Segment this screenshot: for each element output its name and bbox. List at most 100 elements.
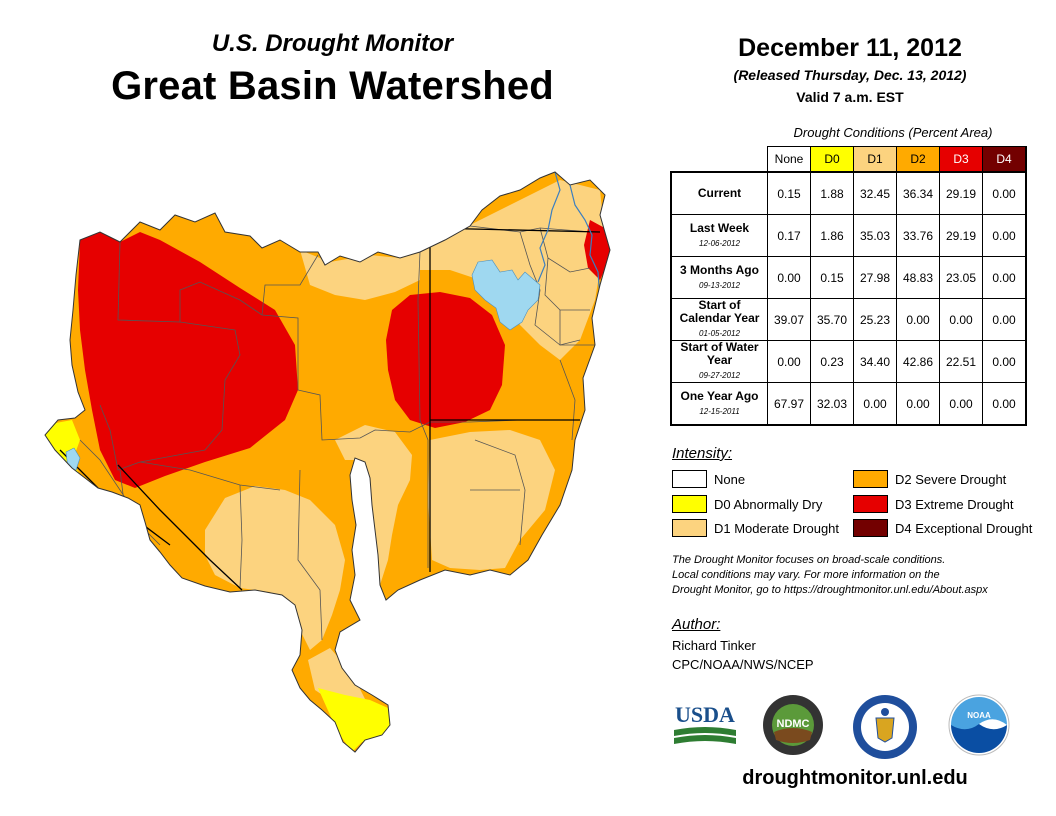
cell-d3: 29.19 [939, 214, 983, 257]
cell-d2: 0.00 [896, 382, 940, 426]
cell-d3: 0.00 [939, 382, 983, 426]
d1-central-region [205, 486, 345, 650]
legend-item-d0: D0 Abnormally Dry [672, 495, 822, 513]
col-header-d4: D4 [982, 146, 1027, 173]
svg-text:USDA: USDA [675, 702, 735, 727]
col-header-d2: D2 [896, 146, 940, 173]
cell-none: 0.00 [767, 256, 811, 299]
svg-text:NDMC: NDMC [777, 718, 810, 730]
cell-d0: 1.88 [810, 171, 854, 215]
legend-item-d3: D3 Extreme Drought [853, 495, 1014, 513]
about-link[interactable]: Drought Monitor, go to https://droughtmo… [672, 584, 988, 596]
ndmc-logo: NDMC [763, 695, 823, 755]
row-date: 09-27-2012 [699, 371, 740, 380]
legend-swatch [672, 470, 707, 488]
d1-east-region [428, 430, 555, 570]
table-header-row: None D0 D1 D2 D3 D4 [671, 146, 1027, 173]
cell-d0: 1.86 [810, 214, 854, 257]
d1-south-lobe-region [335, 425, 412, 585]
cell-none: 0.17 [767, 214, 811, 257]
table-row: Last Week 12-06-2012 0.17 1.86 35.03 33.76 29.… [670, 214, 1027, 257]
cell-d0: 0.15 [810, 256, 854, 299]
river [537, 172, 561, 283]
valid-time: Valid 7 a.m. EST [796, 89, 904, 105]
legend-item-d2: D2 Severe Drought [853, 470, 1006, 488]
cell-d2: 33.76 [896, 214, 940, 257]
cell-d4: 0.00 [982, 382, 1027, 426]
row-label: Last Week 12-06-2012 [670, 214, 768, 257]
cell-d3: 23.05 [939, 256, 983, 299]
table-row: 3 Months Ago 09-13-2012 0.00 0.15 27.98 48.83… [670, 256, 1027, 299]
cell-d2: 36.34 [896, 171, 940, 215]
author-name: Richard Tinker [672, 638, 756, 653]
legend-swatch [672, 495, 707, 513]
legend-item-none: None [672, 470, 745, 488]
cell-d1: 0.00 [853, 382, 897, 426]
great-salt-lake [471, 259, 541, 331]
author-label: Author: [672, 616, 721, 633]
table-caption: Drought Conditions (Percent Area) [793, 125, 993, 140]
row-label: One Year Ago 12-15-2011 [670, 382, 768, 426]
row-label: 3 Months Ago 09-13-2012 [670, 256, 768, 299]
website-url[interactable]: droughtmonitor.unl.edu [742, 767, 968, 789]
d3-northeast-region [584, 220, 610, 280]
d1-northeast-region [420, 180, 605, 360]
cell-d1: 27.98 [853, 256, 897, 299]
map-subtitle: U.S. Drought Monitor [211, 30, 454, 57]
cell-d0: 0.23 [810, 340, 854, 383]
cell-none: 0.15 [767, 171, 811, 215]
cell-d2: 48.83 [896, 256, 940, 299]
legend-swatch [853, 470, 888, 488]
row-label: Start of Water Year 09-27-2012 [670, 340, 768, 383]
row-date: 12-06-2012 [699, 238, 740, 248]
release-date: (Released Thursday, Dec. 13, 2012) [733, 67, 967, 83]
cell-d3: 22.51 [939, 340, 983, 383]
river-east [569, 184, 601, 301]
cell-d1: 32.45 [853, 171, 897, 215]
table-row: Start of Calendar Year 01-05-2012 39.07 35.… [670, 298, 1027, 341]
drought-map [44, 171, 611, 753]
cell-none: 0.00 [767, 340, 811, 383]
cell-d2: 0.00 [896, 298, 940, 341]
row-date: 01-05-2012 [699, 329, 740, 338]
legend-item-d1: D1 Moderate Drought [672, 519, 839, 537]
drought-conditions-table: None D0 D1 D2 D3 D4 Current 0.15 1.88 32.45… [670, 146, 1027, 426]
svg-text:NOAA: NOAA [967, 711, 991, 720]
cell-d0: 32.03 [810, 382, 854, 426]
cell-d4: 0.00 [982, 171, 1027, 215]
col-header-d3: D3 [939, 146, 983, 173]
noaa-logo: NOAA [948, 694, 1010, 756]
table-corner [671, 147, 768, 173]
cell-d2: 42.86 [896, 340, 940, 383]
cell-d1: 34.40 [853, 340, 897, 383]
legend-item-d4: D4 Exceptional Drought [853, 519, 1032, 537]
legend-swatch [853, 495, 888, 513]
basin-outline [44, 171, 611, 753]
d0-south-region [318, 688, 390, 752]
map-title: Great Basin Watershed [111, 64, 554, 108]
col-header-none: None [767, 146, 811, 173]
map-date: December 11, 2012 [738, 34, 962, 62]
cell-d4: 0.00 [982, 298, 1027, 341]
cell-d1: 35.03 [853, 214, 897, 257]
cell-none: 67.97 [767, 382, 811, 426]
col-header-d0: D0 [810, 146, 854, 173]
usda-logo: USDA [674, 702, 736, 744]
doc-seal-logo [853, 695, 917, 759]
cell-none: 39.07 [767, 298, 811, 341]
cell-d4: 0.00 [982, 340, 1027, 383]
cell-d1: 25.23 [853, 298, 897, 341]
row-label: Current [670, 171, 768, 215]
info-note: The Drought Monitor focuses on broad-sca… [672, 553, 1042, 598]
intensity-label: Intensity: [672, 445, 733, 462]
cell-d4: 0.00 [982, 256, 1027, 299]
table-row: Start of Water Year 09-27-2012 0.00 0.23 34.… [670, 340, 1027, 383]
legend-swatch [853, 519, 888, 537]
d3-west-region [78, 232, 298, 488]
cell-d3: 29.19 [939, 171, 983, 215]
table-row: Current 0.15 1.88 32.45 36.34 29.19 0.00 [670, 171, 1027, 215]
author-org: CPC/NOAA/NWS/NCEP [672, 657, 814, 672]
cell-d0: 35.70 [810, 298, 854, 341]
cell-d4: 0.00 [982, 214, 1027, 257]
d3-central-region [386, 292, 505, 428]
